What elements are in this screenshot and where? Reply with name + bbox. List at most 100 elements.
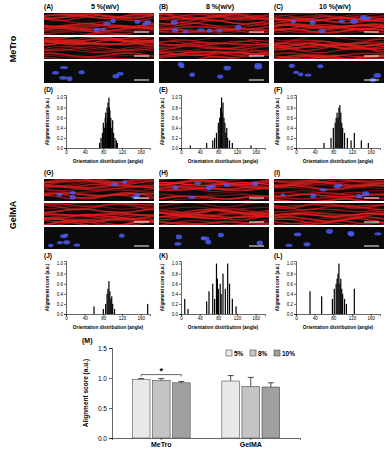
tick-label: 0.2 bbox=[172, 136, 179, 141]
panel-label: (H) bbox=[159, 169, 168, 177]
axis-line bbox=[113, 439, 301, 441]
tick: 0.6 bbox=[287, 116, 296, 121]
tick-mark bbox=[64, 304, 66, 305]
tick-mark bbox=[294, 294, 296, 295]
tick: 0.0 bbox=[57, 312, 66, 317]
image-strip bbox=[44, 203, 154, 225]
bar bbox=[336, 113, 337, 148]
tick-label: 0.0 bbox=[57, 312, 64, 317]
tick-label: 160 bbox=[252, 150, 260, 155]
legend-swatch bbox=[274, 350, 280, 356]
bar bbox=[346, 304, 347, 314]
chart-title: (D) bbox=[44, 86, 53, 94]
nucleus bbox=[202, 236, 210, 240]
tick-label: 0.8 bbox=[57, 106, 64, 111]
bar bbox=[222, 274, 223, 314]
nucleus bbox=[117, 72, 124, 76]
bar bbox=[218, 123, 219, 148]
y-axis-title: Alignment score (a.u.) bbox=[45, 97, 50, 145]
tick: 160 bbox=[137, 314, 145, 321]
tick-label: 160 bbox=[137, 150, 145, 155]
bar bbox=[114, 138, 115, 148]
bar bbox=[206, 143, 207, 148]
bar bbox=[229, 140, 230, 148]
fiber bbox=[159, 210, 269, 215]
plot-area bbox=[323, 105, 369, 148]
fiber bbox=[159, 29, 269, 32]
bar bbox=[172, 383, 190, 438]
legend-swatch bbox=[226, 350, 232, 356]
nucleus bbox=[70, 195, 76, 199]
nucleus bbox=[172, 28, 178, 32]
image-strip bbox=[274, 227, 384, 249]
image-background bbox=[44, 227, 154, 249]
tick: MeTro bbox=[151, 438, 172, 448]
tick: 0.8 bbox=[172, 272, 181, 277]
bar bbox=[147, 304, 148, 314]
tick-label: 1.0 bbox=[57, 261, 64, 266]
tick-label: 0.2 bbox=[57, 302, 64, 307]
axis-line bbox=[294, 262, 297, 315]
tick-mark bbox=[179, 138, 181, 139]
fiber bbox=[274, 53, 384, 56]
tick: 0.8 bbox=[57, 106, 66, 111]
bar bbox=[212, 284, 213, 314]
nucleus bbox=[326, 229, 333, 234]
tick: 0.0 bbox=[172, 312, 181, 317]
nucleus bbox=[223, 66, 231, 71]
axis: 0.00.20.40.60.81.0 bbox=[57, 95, 67, 150]
bar bbox=[323, 143, 324, 148]
error-cap bbox=[138, 378, 144, 379]
micrograph bbox=[269, 178, 390, 249]
bar bbox=[116, 140, 117, 148]
fiber bbox=[44, 221, 154, 225]
nucleus bbox=[256, 241, 262, 246]
tick-mark bbox=[109, 348, 112, 349]
axis: 04080120160 bbox=[65, 314, 150, 321]
tick-mark bbox=[294, 108, 296, 109]
tick: 120 bbox=[234, 314, 242, 321]
bar bbox=[112, 120, 113, 148]
scale-bar bbox=[249, 222, 264, 223]
tick-mark bbox=[64, 98, 66, 99]
tick: 160 bbox=[367, 148, 375, 155]
nucleus bbox=[74, 244, 81, 247]
nucleus bbox=[171, 20, 178, 25]
nucleus bbox=[60, 66, 68, 69]
tick-label: 1.0 bbox=[172, 261, 179, 266]
tick-label: 40 bbox=[198, 316, 204, 321]
tick-label: 120 bbox=[234, 316, 242, 321]
nucleus bbox=[63, 240, 70, 244]
tick: 0.5 bbox=[98, 405, 112, 412]
fiber bbox=[159, 216, 269, 219]
tick-label: 0.0 bbox=[172, 146, 179, 151]
bar bbox=[227, 138, 228, 148]
bar bbox=[368, 143, 369, 148]
tick: 40 bbox=[198, 148, 204, 155]
bar bbox=[221, 98, 222, 148]
fiber bbox=[274, 41, 384, 44]
nucleus bbox=[374, 232, 381, 235]
tick-mark bbox=[64, 294, 66, 295]
bar bbox=[117, 143, 118, 148]
nucleus bbox=[347, 231, 354, 235]
nucleus bbox=[291, 20, 296, 24]
tick-mark bbox=[294, 118, 296, 119]
bar bbox=[361, 140, 362, 148]
image-strip bbox=[159, 61, 269, 83]
plot-area bbox=[309, 264, 355, 314]
bar bbox=[350, 140, 351, 148]
nucleus bbox=[60, 234, 68, 238]
bar bbox=[321, 296, 322, 314]
tick-label: 80 bbox=[331, 150, 337, 155]
column-title: 10 %(w/v) bbox=[319, 3, 351, 11]
tick: 1.0 bbox=[57, 261, 66, 266]
fiber bbox=[44, 57, 154, 59]
nucleus bbox=[59, 76, 67, 80]
x-axis-title: Orientation distribution (angle) bbox=[73, 159, 144, 164]
axis-line bbox=[179, 262, 182, 315]
bar bbox=[340, 113, 341, 148]
tick-mark bbox=[294, 304, 296, 305]
tick: 0.2 bbox=[57, 136, 66, 141]
tick: 0.8 bbox=[287, 272, 296, 277]
